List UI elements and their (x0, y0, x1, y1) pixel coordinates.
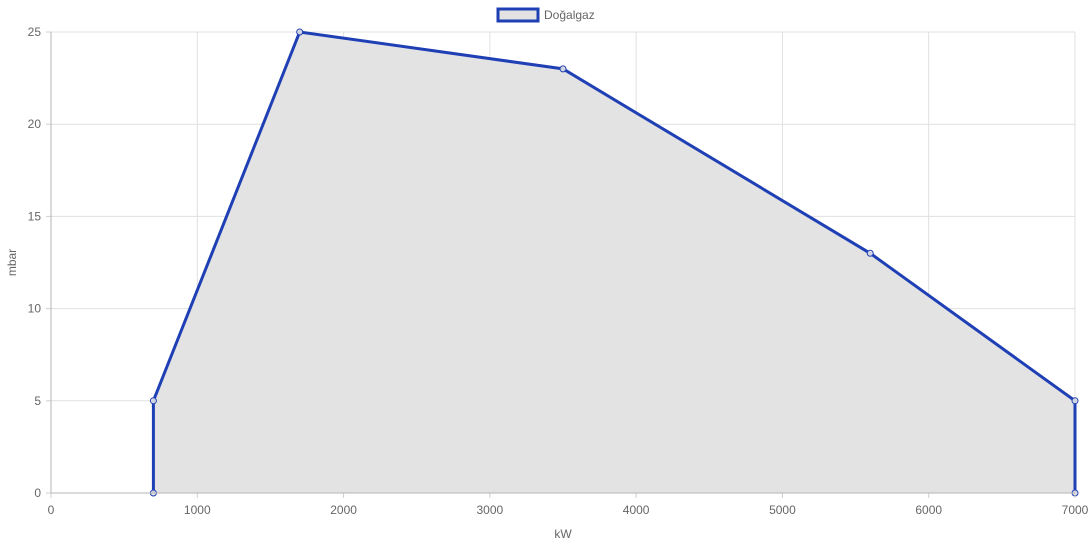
series-area-fill (153, 32, 1075, 493)
data-point (1071, 397, 1079, 405)
data-point (866, 249, 874, 257)
data-point (559, 65, 567, 73)
x-axis-title: kW (554, 527, 572, 541)
y-axis-title: mbar (5, 249, 19, 276)
x-tick-label: 5000 (769, 503, 796, 517)
y-tick-label: 10 (28, 302, 42, 316)
data-point (296, 28, 304, 36)
x-tick-label: 6000 (915, 503, 942, 517)
y-tick-label: 0 (34, 486, 41, 500)
series-points (149, 28, 1079, 497)
y-tick-label: 25 (28, 25, 42, 39)
axes (46, 31, 1076, 498)
x-tick-label: 1000 (184, 503, 211, 517)
legend-label[interactable]: Doğalgaz (544, 8, 595, 22)
y-tick-label: 20 (28, 117, 42, 131)
legend[interactable]: Doğalgaz (496, 7, 595, 23)
x-tick-label: 2000 (330, 503, 357, 517)
x-tick-label: 4000 (623, 503, 650, 517)
y-tick-label: 5 (34, 394, 41, 408)
plot-area (149, 28, 1079, 497)
data-point (149, 397, 157, 405)
x-tick-label: 7000 (1062, 503, 1089, 517)
y-tick-label: 15 (28, 209, 42, 223)
x-tick-label: 0 (48, 503, 55, 517)
tick-labels: 0 1000 2000 3000 4000 5000 6000 7000 0 5 10 15 20 25 (28, 25, 1089, 517)
x-tick-label: 3000 (477, 503, 504, 517)
legend-swatch[interactable] (496, 7, 540, 23)
